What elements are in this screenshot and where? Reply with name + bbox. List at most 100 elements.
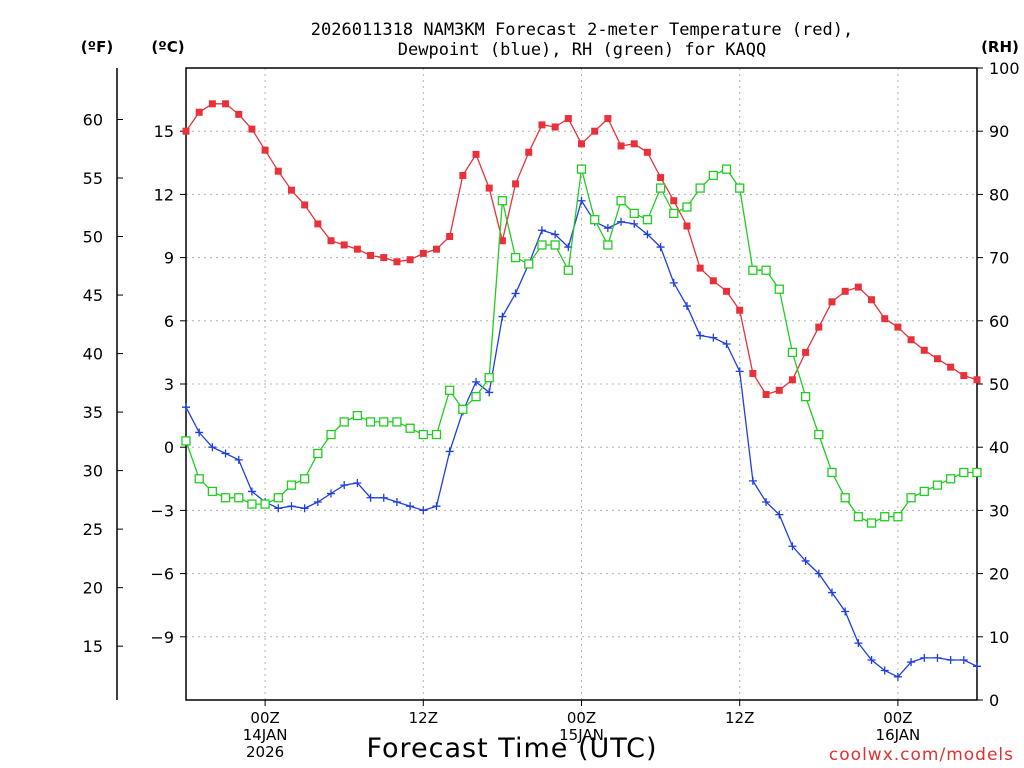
fahrenheit-tick-label: 50 bbox=[83, 228, 103, 247]
temperature-point bbox=[248, 125, 256, 133]
temperature-point bbox=[723, 287, 731, 295]
temperature-series bbox=[182, 100, 981, 399]
dewpoint-point bbox=[603, 224, 612, 233]
rh-point bbox=[787, 347, 798, 358]
dewpoint-point bbox=[366, 493, 375, 502]
rh-unit-label: (RH) bbox=[981, 38, 1019, 56]
dewpoint-point bbox=[933, 653, 942, 662]
fahrenheit-tick-label: 15 bbox=[83, 637, 103, 656]
rh-point bbox=[524, 259, 534, 269]
rh-point bbox=[893, 512, 903, 522]
rh-point bbox=[497, 196, 508, 206]
temperature-point bbox=[960, 372, 968, 380]
rh-point bbox=[866, 518, 877, 528]
rh-point bbox=[603, 240, 613, 250]
dewpoint-point bbox=[208, 443, 217, 452]
temperature-point bbox=[947, 363, 955, 371]
dewpoint-point bbox=[748, 476, 757, 485]
dewpoint-point bbox=[406, 502, 415, 511]
rh-point bbox=[735, 183, 745, 193]
rh-point bbox=[405, 423, 415, 433]
temperature-point bbox=[841, 287, 849, 295]
rh-point bbox=[629, 208, 639, 219]
x-tick-label: 00Z bbox=[883, 709, 912, 727]
dewpoint-point bbox=[775, 510, 784, 519]
temperature-point bbox=[485, 184, 493, 192]
rh-point bbox=[814, 429, 824, 440]
temperature-point bbox=[591, 127, 599, 135]
fahrenheit-unit-label: (ºF) bbox=[81, 38, 113, 56]
dewpoint-point bbox=[551, 230, 560, 239]
rh-point bbox=[945, 474, 956, 484]
celsius-tick-label: 6 bbox=[164, 312, 174, 331]
temperature-point bbox=[419, 249, 427, 257]
rh-point bbox=[471, 391, 481, 402]
rh-point bbox=[576, 164, 587, 174]
dewpoint-point bbox=[973, 662, 981, 671]
x-tick-label: 2026 bbox=[246, 743, 284, 761]
rh-point bbox=[774, 284, 784, 294]
temperature-point bbox=[696, 264, 704, 272]
celsius-tick-label: 0 bbox=[164, 438, 174, 457]
rh-point bbox=[682, 202, 692, 212]
dewpoint-point bbox=[195, 428, 204, 437]
rh-point bbox=[840, 493, 850, 503]
temperature-point bbox=[525, 148, 533, 156]
x-tick-label: 12Z bbox=[725, 709, 754, 727]
dewpoint-point bbox=[867, 655, 876, 664]
temperature-point bbox=[498, 237, 506, 245]
dewpoint-point bbox=[313, 497, 322, 506]
rh-tick-label: 60 bbox=[989, 312, 1009, 331]
dewpoint-point bbox=[669, 278, 678, 287]
dewpoint-point bbox=[340, 481, 349, 490]
dewpoint-point bbox=[854, 639, 863, 648]
temperature-point bbox=[195, 108, 203, 116]
rh-point bbox=[234, 493, 244, 503]
dewpoint-point bbox=[537, 226, 546, 235]
temperature-point bbox=[261, 146, 269, 154]
dewpoint-series bbox=[182, 196, 981, 681]
rh-point bbox=[365, 417, 376, 427]
rh-point bbox=[616, 196, 626, 206]
rh-point bbox=[194, 474, 204, 484]
temperature-point bbox=[340, 241, 348, 249]
rh-point bbox=[550, 240, 560, 250]
dewpoint-point bbox=[920, 653, 929, 662]
dewpoint-point bbox=[221, 449, 230, 458]
dewpoint-point bbox=[498, 312, 507, 321]
dewpoint-point bbox=[801, 556, 810, 565]
rh-point bbox=[247, 499, 257, 509]
celsius-tick-label: −6 bbox=[150, 565, 174, 584]
temperature-point bbox=[604, 115, 612, 123]
rh-point bbox=[207, 486, 218, 497]
temperature-point bbox=[683, 222, 691, 230]
temperature-point bbox=[432, 245, 440, 253]
fahrenheit-tick-label: 30 bbox=[83, 462, 103, 481]
rh-point bbox=[655, 183, 666, 193]
temperature-point bbox=[301, 201, 309, 209]
rh-point bbox=[642, 215, 653, 225]
dewpoint-point bbox=[485, 388, 494, 397]
x-axis-title: Forecast Time (UTC) bbox=[366, 733, 657, 764]
dewpoint-point bbox=[234, 455, 243, 464]
x-tick-label: 00Z bbox=[567, 709, 596, 727]
dewpoint-point bbox=[656, 243, 665, 252]
temperature-point bbox=[657, 174, 665, 182]
rh-tick-label: 30 bbox=[989, 501, 1009, 520]
temperature-point bbox=[868, 296, 876, 304]
temperature-point bbox=[828, 298, 836, 306]
celsius-unit-label: (ºC) bbox=[151, 38, 184, 56]
temperature-point bbox=[538, 121, 546, 129]
rh-point bbox=[339, 417, 349, 427]
rh-point bbox=[445, 385, 455, 395]
temperature-point bbox=[736, 306, 744, 314]
rh-tick-label: 90 bbox=[989, 122, 1009, 141]
rh-point bbox=[537, 240, 547, 250]
rh-point bbox=[721, 164, 732, 174]
rh-point bbox=[972, 467, 982, 478]
temperature-point bbox=[406, 256, 414, 264]
dewpoint-point bbox=[841, 607, 850, 616]
temperature-point bbox=[235, 110, 243, 118]
dewpoint-point bbox=[735, 367, 744, 376]
